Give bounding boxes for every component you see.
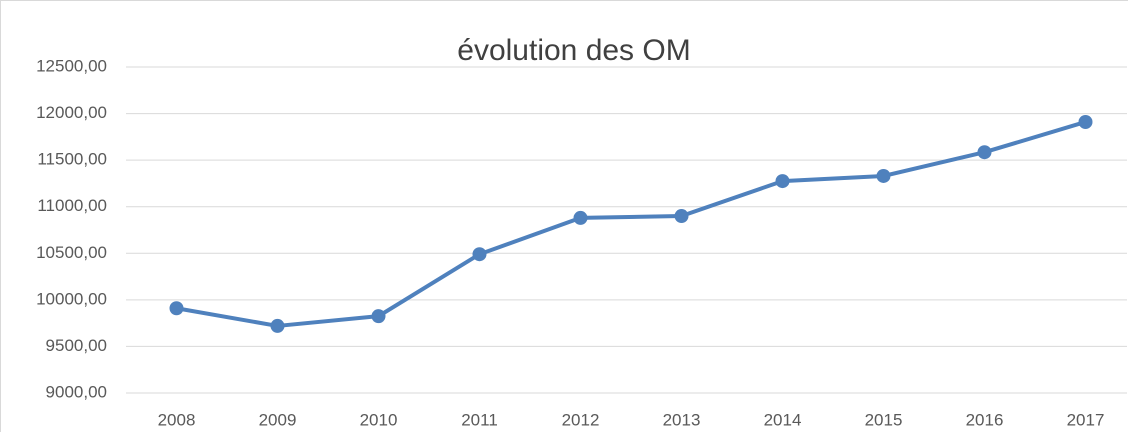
data-point [270,318,285,333]
x-tick-label: 2014 [764,410,802,429]
chart-title: évolution des OM [457,34,690,67]
x-tick-label: 2008 [158,410,196,429]
x-tick-label: 2015 [865,410,903,429]
data-point [876,168,891,183]
series-line [176,120,1087,328]
x-tick-label: 2011 [461,410,498,429]
y-tick-label: 9500,00 [46,336,107,355]
x-tick-label: 2012 [562,410,600,429]
x-tick-label: 2009 [259,410,297,429]
y-tick-label: 12500,00 [36,56,107,75]
x-tick-label: 2017 [1067,410,1105,429]
data-point [169,301,184,316]
x-tick-label: 2016 [966,410,1004,429]
x-tick-label: 2010 [360,410,398,429]
data-point [472,247,487,262]
data-point [775,174,790,189]
y-tick-label: 11000,00 [37,196,107,215]
data-point [371,309,386,324]
data-point [1078,114,1093,129]
y-tick-label: 12000,00 [36,103,107,122]
y-tick-label: 11500,00 [37,150,107,169]
data-point [573,210,588,225]
y-tick-label: 9000,00 [46,382,107,401]
x-tick-label: 2013 [663,410,701,429]
y-tick-label: 10000,00 [36,289,107,308]
data-point [674,209,689,224]
y-tick-label: 10500,00 [36,243,107,262]
data-point [977,145,992,160]
